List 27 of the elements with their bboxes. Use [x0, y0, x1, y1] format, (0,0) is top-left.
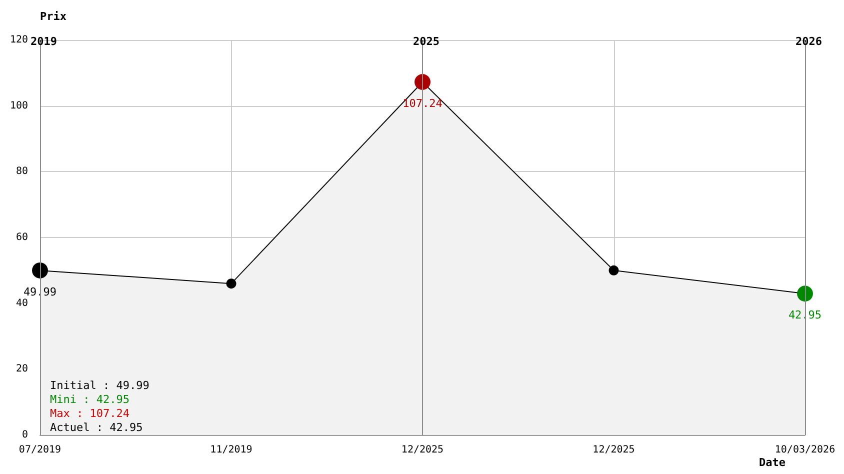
annotation: Initial : 49.99	[50, 379, 150, 392]
data-label: 49.99	[23, 285, 57, 298]
ref-line-label: 2026	[796, 35, 822, 48]
ref-line-label: 2019	[30, 35, 57, 48]
x-tick-label: 10/03/2026	[774, 444, 836, 456]
y-tick-label: 120	[10, 34, 28, 46]
data-label: 107.24	[402, 97, 443, 110]
x-tick-label: 07/2019	[18, 444, 62, 456]
x-axis-title: Date	[759, 456, 786, 469]
annotation: Actuel : 42.95	[50, 421, 143, 434]
annotation: Max : 107.24	[50, 407, 130, 420]
y-axis-title: Prix	[40, 10, 67, 23]
point	[414, 74, 430, 90]
y-tick-label: 40	[16, 298, 28, 309]
y-tick-label: 100	[10, 100, 28, 112]
data-label: 42.95	[788, 308, 822, 322]
ref-line-label: 2025	[413, 35, 440, 48]
x-tick-label: 12/2025	[401, 444, 444, 456]
x-tick-label: 11/2019	[210, 444, 252, 456]
y-tick-label: 20	[16, 364, 28, 375]
y-tick-label: 80	[16, 166, 28, 178]
x-tick-label: 12/2025	[592, 444, 635, 456]
point	[797, 286, 813, 302]
y-tick-label: 60	[16, 232, 28, 243]
annotation: Mini : 42.95	[50, 393, 130, 406]
y-tick-label: 0	[22, 430, 28, 440]
point	[32, 262, 48, 278]
